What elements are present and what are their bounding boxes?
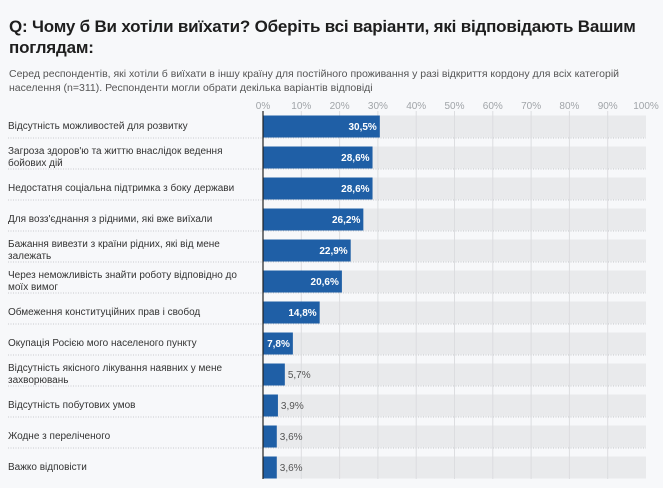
category-label: Загроза здоров'ю та життю внаслідок веде…	[8, 145, 223, 169]
bar	[263, 363, 285, 386]
x-tick-label: 60%	[483, 101, 503, 112]
bar-value-label: 3,9%	[281, 401, 304, 412]
category-label: Через неможливість знайти роботу відпові…	[8, 269, 237, 293]
category-label: Обмеження конституційних прав і свобод	[8, 306, 201, 318]
bar	[263, 394, 278, 417]
x-tick-label: 90%	[598, 101, 618, 112]
x-tick-label: 40%	[406, 101, 426, 112]
x-tick-label: 20%	[330, 101, 350, 112]
x-tick-label: 30%	[368, 101, 388, 112]
bar	[263, 425, 277, 448]
x-tick-label: 70%	[521, 101, 541, 112]
category-label: Для возз'єднання з рідними, які вже виїх…	[8, 213, 213, 225]
bar-value-label: 5,7%	[288, 370, 311, 381]
chart-title: Q: Чому б Ви хотіли виїхати? Оберіть всі…	[9, 17, 636, 57]
category-label: Відсутність можливостей для розвитку	[8, 120, 188, 132]
bar	[263, 177, 373, 200]
bar	[263, 239, 351, 262]
bar	[263, 208, 364, 231]
category-label: Окупація Росією мого населеного пункту	[8, 337, 197, 349]
category-label: Важко відповісти	[8, 461, 87, 473]
chart-subtitle: Серед респондентів, які хотіли б виїхати…	[9, 68, 620, 94]
bar-value-label: 20,6%	[311, 277, 339, 288]
category-label: Недостатня соціальна підтримка з боку де…	[8, 182, 235, 194]
bar-value-label: 3,6%	[280, 432, 303, 443]
bar	[263, 456, 277, 479]
bar-value-label: 3,6%	[280, 463, 303, 474]
bar-value-label: 26,2%	[332, 215, 360, 226]
bar-value-label: 22,9%	[319, 246, 347, 257]
bar	[263, 332, 293, 355]
category-label: Відсутність якісного лікування наявних у…	[8, 362, 223, 386]
bar-value-label: 28,6%	[341, 184, 369, 195]
category-label: Бажання вивезти з країни рідних, які від…	[8, 238, 220, 262]
x-tick-label: 10%	[291, 101, 311, 112]
bar-value-label: 30,5%	[348, 122, 376, 133]
bar	[263, 146, 373, 169]
bar-value-label: 14,8%	[288, 308, 316, 319]
x-tick-label: 100%	[633, 101, 659, 112]
bar-value-label: 28,6%	[341, 153, 369, 164]
x-tick-label: 50%	[444, 101, 464, 112]
x-tick-label: 0%	[256, 101, 271, 112]
category-label: Відсутність побутових умов	[8, 399, 136, 411]
category-label: Жодне з переліченого	[8, 430, 111, 442]
bar-value-label: 7,8%	[267, 339, 290, 350]
bar	[263, 301, 320, 324]
bar	[263, 270, 342, 293]
bar	[263, 115, 380, 138]
x-tick-label: 80%	[559, 101, 579, 112]
